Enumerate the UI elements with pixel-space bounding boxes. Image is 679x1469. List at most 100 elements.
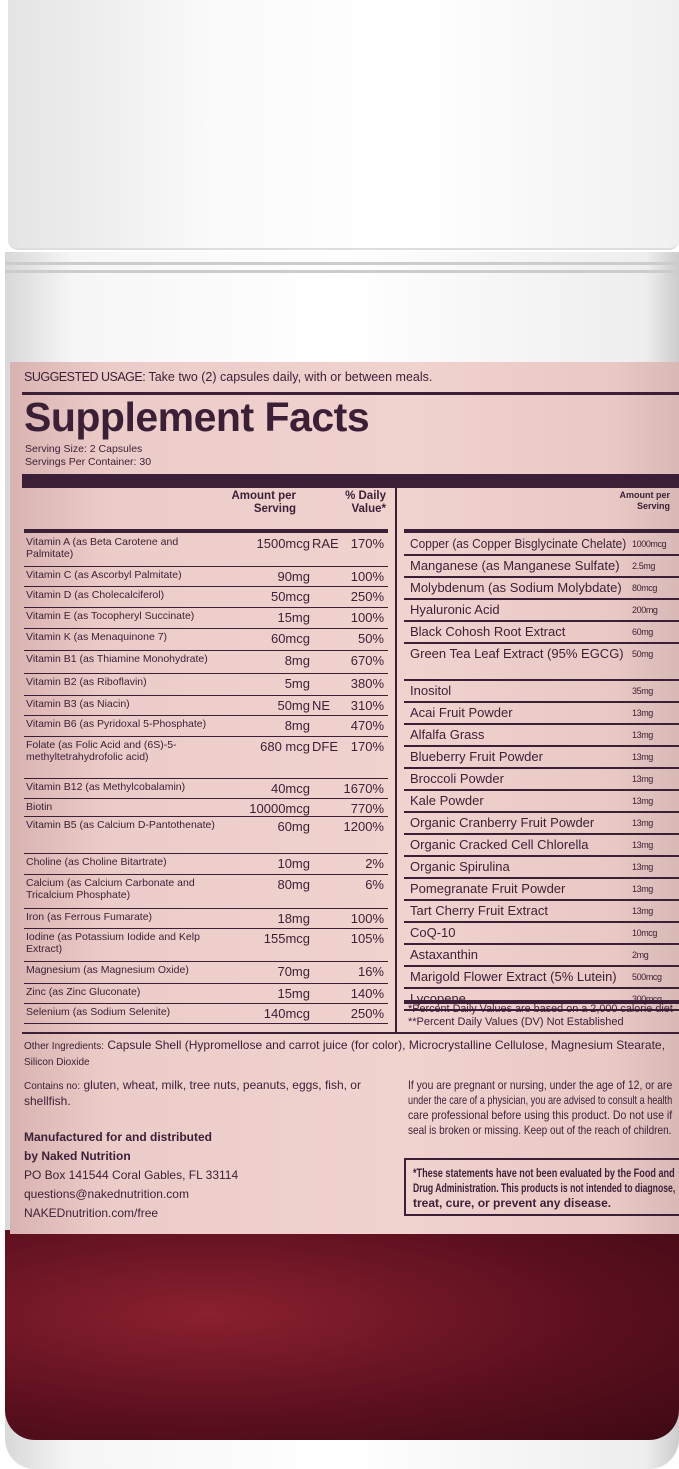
ingredient-row: Green Tea Leaf Extract (95% EGCG) 50mg [404,644,679,681]
nutrient-row: Vitamin D (as Cholecalciferol) 50mcg 250% [24,587,388,608]
nutrient-row: Iodine (as Potassium Iodide and Kelp Ext… [24,929,388,962]
header-amount-right: Amount per Serving [619,490,671,511]
ingredient-name: Kale Powder [410,793,484,808]
ingredient-row: CoQ-10 10mcg [404,923,679,945]
serving-size: Serving Size: 2 Capsules [25,443,143,455]
ingredient-row: Astaxanthin 2mg [404,945,679,967]
ingredient-name: Acai Fruit Powder [410,705,513,720]
usage-text: Take two (2) capsules daily, with or bet… [145,370,433,384]
serving-info: Serving Size: 2 Capsules Servings Per Co… [25,443,151,469]
nutrient-daily-value: 250% [350,1006,384,1021]
nutrient-row: Vitamin B2 (as Riboflavin) 5mg 380% [24,674,388,696]
address: PO Box 141544 Coral Gables, FL 33114 [24,1168,239,1182]
ingredient-row: Tart Cherry Fruit Extract 13mg [404,901,679,923]
nutrient-amount: 18mg [277,911,310,926]
website: NAKEDnutrition.com/free [24,1206,159,1220]
warning-line: seal is broken or missing. Keep out of t… [408,1123,672,1137]
ingredient-row: Alfalfa Grass 13mg [404,725,679,747]
ingredient-name: Black Cohosh Root Extract [410,624,566,639]
ingredient-name: Organic Spirulina [410,859,510,874]
fda-line: treat, cure, or prevent any disease. [413,1196,612,1210]
nutrient-row: Vitamin A (as Beta Carotene and Palmitat… [24,534,388,567]
ingredient-row: Acai Fruit Powder 13mg [404,703,679,725]
nutrient-daily-value: 470% [350,718,384,733]
ingredient-name: Astaxanthin [410,947,478,962]
ingredient-name: Marigold Flower Extract (5% Lutein) [410,969,617,984]
nutrient-row: Magnesium (as Magnesium Oxide) 70mg 16% [24,962,388,984]
ingredient-amount: 500mcg [632,972,662,982]
nutrient-amount: 140mcg [263,1006,310,1021]
other-ingredients-text: Capsule Shell (Hypromellose and carrot j… [104,1038,665,1052]
warning-line: care professional before using this prod… [408,1108,673,1122]
ingredient-amount: 35mg [632,686,653,696]
manufacturer-line: Manufactured for and distributed [24,1130,213,1144]
divider [22,392,679,395]
divider [22,1032,679,1034]
ingredient-amount: 13mg [632,708,653,718]
nutrient-daily-value: 250% [350,589,384,604]
header-daily-value: % Daily Value* [345,490,386,515]
nutrient-amount: 70mg [277,964,310,979]
ingredient-amount: 13mg [632,840,653,850]
ingredient-amount: 60mg [632,627,653,637]
ingredient-row: Copper (as Copper Bisglycinate Chelate) 1… [404,534,679,556]
suggested-usage: SUGGESTED USAGE: Take two (2) capsules d… [24,370,432,384]
nutrient-daily-value: 100% [350,610,384,625]
nutrient-row: Folate (as Folic Acid and (6S)-5-methylt… [24,737,388,779]
nutrient-daily-value: 310% [350,698,384,713]
nutrient-row: Iron (as Ferrous Fumarate) 18mg 100% [24,909,388,929]
nutrient-amount: 50mcg [270,589,310,604]
nutrient-name: Vitamin B2 (as Riboflavin) [26,676,147,688]
nutrient-name: Vitamin D (as Cholecalciferol) [26,589,165,601]
ingredient-amount: 13mg [632,818,653,828]
ingredient-name: Copper (as Copper Bisglycinate Chelate) [410,536,627,551]
header-amount: Amount per Serving [231,490,296,515]
nutrient-row: Vitamin B5 (as Calcium D-Pantothenate) 60… [24,817,388,854]
ingredient-amount: 2.5mg [632,561,656,571]
other-ingredients-label: Other Ingredients: [24,1041,105,1052]
nutrient-row: Choline (as Choline Bitartrate) 10mg 2% [24,854,388,875]
nutrient-amount: 155mcg [263,931,310,946]
email: questions@nakednutrition.com [24,1187,189,1201]
ingredient-name: Blueberry Fruit Powder [410,749,543,764]
nutrient-amount: 5mg [284,676,310,691]
nutrient-daily-value: 1200% [343,819,384,834]
servings-per-container: Servings Per Container: 30 [25,456,152,468]
divider [404,529,679,533]
nutrient-row: Vitamin C (as Ascorbyl Palmitate) 90mg 100… [24,567,388,587]
nutrient-daily-value: 2% [365,856,384,871]
manufacturer-line: by Naked Nutrition [24,1149,131,1163]
nutrient-table-left: Vitamin A (as Beta Carotene and Palmitat… [24,534,388,1024]
ingredient-amount: 50mg [632,649,653,659]
column-divider [395,488,397,1033]
ingredient-amount: 200mg [632,605,658,615]
nutrient-name: Vitamin B6 (as Pyridoxal 5-Phosphate) [26,718,207,730]
nutrient-name: Magnesium (as Magnesium Oxide) [26,964,189,976]
ingredient-amount: 13mg [632,752,653,762]
nutrient-daily-value: 670% [350,653,384,668]
ingredient-name: Manganese (as Manganese Sulfate) [410,558,620,573]
nutrient-daily-value: 170% [350,739,384,754]
other-ingredients: Other Ingredients: Capsule Shell (Hyprom… [24,1038,674,1070]
fda-line: Drug Administration. This products is no… [413,1181,676,1195]
footnote: *Percent Daily Values are based on a 2,0… [408,1003,673,1015]
ingredient-row: Organic Cracked Cell Chlorella 13mg [404,835,679,857]
nutrient-daily-value: 380% [350,676,384,691]
nutrient-amount: 8mg [284,718,310,733]
nutrient-amount: 680 mcg [260,739,310,754]
ingredient-name: Organic Cracked Cell Chlorella [410,837,589,852]
allergen-info: Contains no: gluten, wheat, milk, tree n… [24,1078,394,1108]
nutrient-name: Vitamin E (as Tocopheryl Succinate) [26,610,195,622]
nutrient-daily-value: 770% [350,801,384,816]
ingredient-amount: 13mg [632,796,653,806]
page-title: Supplement Facts [24,394,370,440]
ingredient-row: Blueberry Fruit Powder 13mg [404,747,679,769]
nutrient-name: Vitamin C (as Ascorbyl Palmitate) [26,569,182,581]
nutrient-daily-value: 1670% [343,781,384,796]
nutrient-amount: 60mg [277,819,310,834]
nutrient-name: Iron (as Ferrous Fumarate) [26,911,153,923]
footnote: **Percent Daily Values (DV) Not Establis… [408,1016,624,1028]
ingredient-amount: 80mcg [632,583,658,593]
other-ingredients-text: Silicon Dioxide [24,1057,90,1068]
nutrient-row: Biotin 10000mcg 770% [24,799,388,817]
